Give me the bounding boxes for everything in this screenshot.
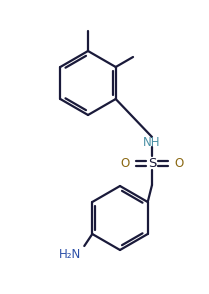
Text: S: S [148, 156, 156, 170]
Text: O: O [120, 156, 130, 170]
Text: NH: NH [143, 136, 161, 148]
Text: O: O [174, 156, 184, 170]
Text: H₂N: H₂N [59, 248, 82, 260]
